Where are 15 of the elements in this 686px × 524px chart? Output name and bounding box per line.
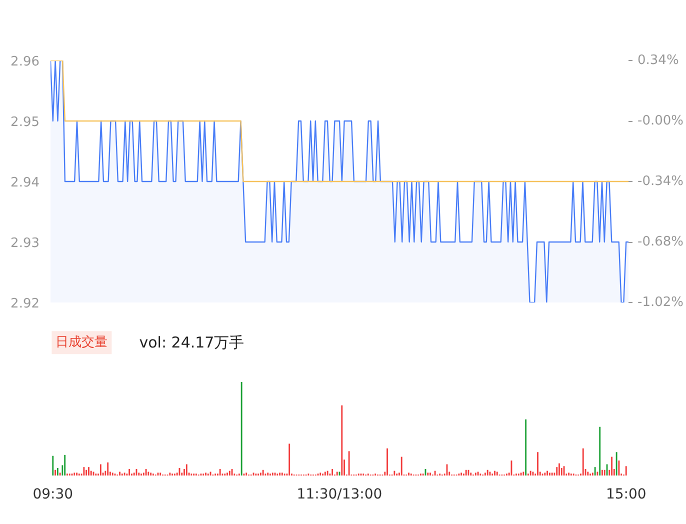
y2-tick-label: -0.34% [638, 174, 684, 189]
text: 日成交量 [56, 334, 108, 350]
y-tick-label: 2.92 [10, 296, 40, 312]
x-tick-label: 11:30/13:00 [296, 486, 382, 502]
y2-tick-label: 0.34% [638, 53, 679, 68]
y-tick-label: 2.95 [10, 115, 40, 130]
y-tick-label: 2.93 [10, 236, 40, 251]
y-tick-label: 2.94 [10, 176, 40, 190]
x-tick-label: 09:30 [32, 486, 74, 502]
y2-tick-label: -1.02% [638, 295, 684, 310]
y-tick-label: 2.96 [10, 54, 40, 70]
y2-tick-label: -0.68% [638, 234, 684, 250]
x-tick-label: 15:00 [606, 486, 646, 502]
text: vol: 24.17万手 [139, 334, 244, 352]
y2-tick-label: -0.00% [638, 114, 684, 128]
